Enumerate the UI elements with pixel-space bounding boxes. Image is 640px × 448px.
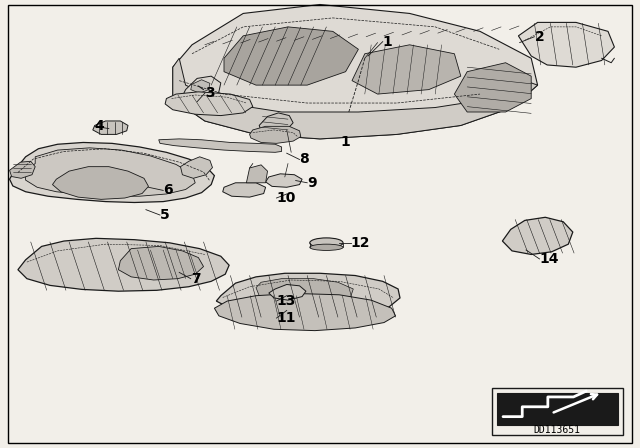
Polygon shape: [18, 238, 229, 291]
Polygon shape: [259, 113, 293, 134]
Polygon shape: [173, 4, 538, 139]
Text: 9: 9: [307, 176, 317, 190]
Polygon shape: [502, 217, 573, 254]
Polygon shape: [518, 22, 614, 67]
Text: 5: 5: [160, 208, 170, 222]
Text: 1: 1: [340, 135, 350, 150]
Polygon shape: [93, 121, 128, 134]
Text: 14: 14: [540, 252, 559, 266]
Text: 4: 4: [95, 119, 104, 134]
Polygon shape: [180, 157, 212, 178]
Ellipse shape: [310, 238, 343, 248]
Polygon shape: [173, 58, 538, 139]
Polygon shape: [223, 183, 266, 197]
Polygon shape: [224, 27, 358, 85]
Polygon shape: [191, 80, 210, 93]
Text: 1: 1: [383, 34, 392, 49]
Polygon shape: [214, 293, 396, 331]
Polygon shape: [256, 279, 353, 305]
Text: 7: 7: [191, 271, 200, 286]
Text: 12: 12: [351, 236, 370, 250]
Polygon shape: [250, 126, 301, 143]
Text: 10: 10: [276, 191, 296, 205]
Text: DD113651: DD113651: [534, 425, 580, 435]
Polygon shape: [159, 139, 282, 152]
Polygon shape: [266, 174, 302, 187]
Text: 8: 8: [300, 152, 309, 167]
Polygon shape: [26, 148, 195, 196]
Text: 11: 11: [276, 311, 296, 325]
Polygon shape: [10, 142, 214, 202]
Polygon shape: [216, 273, 400, 318]
Bar: [497, 393, 618, 425]
Polygon shape: [454, 63, 531, 112]
Polygon shape: [165, 92, 253, 116]
Text: 3: 3: [205, 86, 214, 100]
Polygon shape: [246, 165, 268, 183]
Polygon shape: [269, 284, 306, 300]
Bar: [492, 388, 623, 435]
Text: 6: 6: [163, 183, 173, 198]
Polygon shape: [352, 45, 461, 94]
Polygon shape: [118, 246, 204, 280]
Polygon shape: [52, 167, 148, 199]
Text: 13: 13: [276, 294, 296, 308]
Polygon shape: [182, 76, 221, 101]
Polygon shape: [10, 161, 35, 178]
Ellipse shape: [310, 244, 343, 250]
Text: 2: 2: [534, 30, 544, 44]
